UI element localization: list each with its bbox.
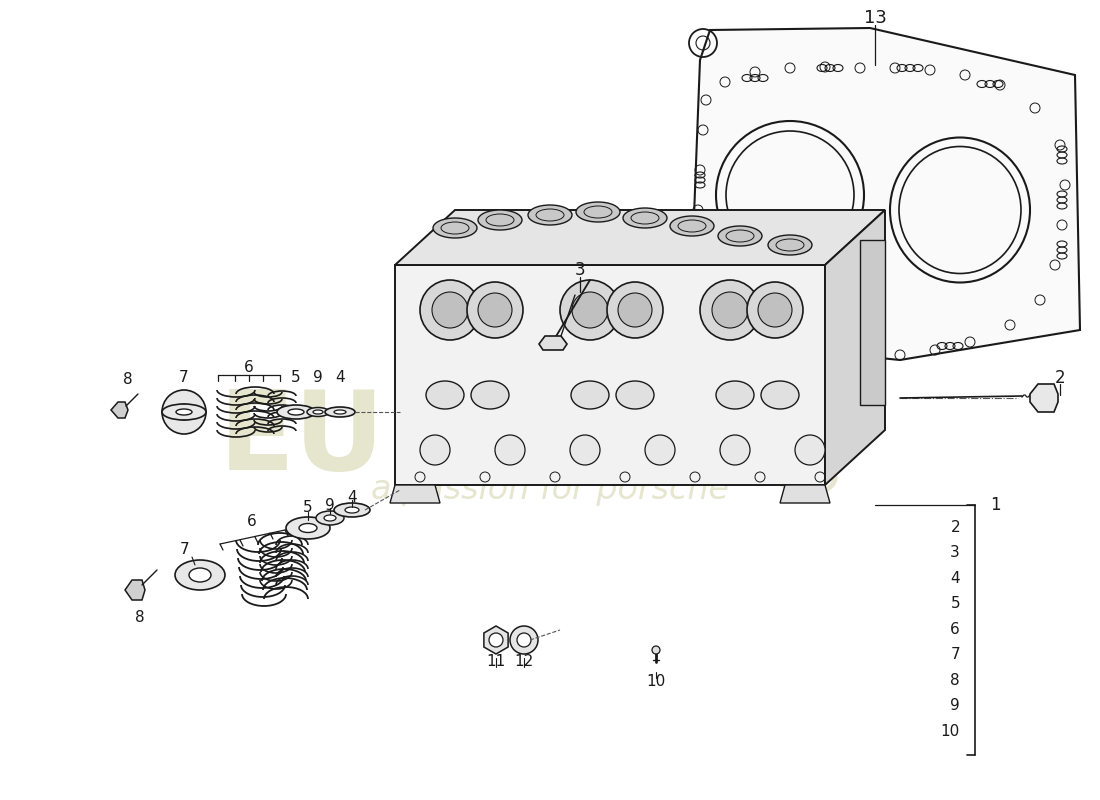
Text: 7: 7 bbox=[180, 542, 190, 558]
Circle shape bbox=[712, 292, 748, 328]
Text: 10: 10 bbox=[940, 724, 960, 739]
Circle shape bbox=[758, 293, 792, 327]
Text: 9: 9 bbox=[950, 698, 960, 714]
Text: 9: 9 bbox=[326, 498, 334, 513]
Text: 13: 13 bbox=[864, 9, 887, 27]
Circle shape bbox=[162, 390, 206, 434]
Circle shape bbox=[795, 435, 825, 465]
Circle shape bbox=[560, 280, 620, 340]
Circle shape bbox=[652, 646, 660, 654]
Polygon shape bbox=[780, 485, 830, 503]
Text: 9: 9 bbox=[314, 370, 323, 386]
Ellipse shape bbox=[176, 409, 192, 415]
Text: 3: 3 bbox=[950, 545, 960, 560]
Polygon shape bbox=[484, 626, 508, 654]
Circle shape bbox=[478, 293, 512, 327]
Ellipse shape bbox=[623, 208, 667, 228]
Circle shape bbox=[570, 435, 600, 465]
Circle shape bbox=[510, 626, 538, 654]
Text: since 1985: since 1985 bbox=[554, 414, 846, 506]
Circle shape bbox=[495, 435, 525, 465]
Ellipse shape bbox=[189, 568, 211, 582]
Polygon shape bbox=[395, 265, 825, 485]
Circle shape bbox=[645, 435, 675, 465]
Text: 6: 6 bbox=[248, 514, 257, 530]
Circle shape bbox=[572, 292, 608, 328]
Ellipse shape bbox=[324, 515, 336, 521]
Text: 2: 2 bbox=[950, 519, 960, 534]
Ellipse shape bbox=[334, 410, 346, 414]
Text: 10: 10 bbox=[647, 674, 666, 690]
Polygon shape bbox=[1030, 384, 1058, 412]
Ellipse shape bbox=[433, 218, 477, 238]
Ellipse shape bbox=[426, 381, 464, 409]
Polygon shape bbox=[111, 402, 128, 418]
Ellipse shape bbox=[576, 202, 620, 222]
Circle shape bbox=[618, 293, 652, 327]
Text: 6: 6 bbox=[950, 622, 960, 637]
Ellipse shape bbox=[316, 511, 344, 525]
Polygon shape bbox=[860, 240, 886, 405]
Circle shape bbox=[468, 282, 522, 338]
Ellipse shape bbox=[761, 381, 799, 409]
Text: 7: 7 bbox=[950, 647, 960, 662]
Ellipse shape bbox=[471, 381, 509, 409]
Circle shape bbox=[490, 633, 503, 647]
Ellipse shape bbox=[716, 381, 754, 409]
Text: EUROPO: EUROPO bbox=[219, 386, 741, 494]
Ellipse shape bbox=[277, 405, 315, 419]
Text: 5: 5 bbox=[292, 370, 300, 386]
Ellipse shape bbox=[334, 503, 370, 517]
Ellipse shape bbox=[299, 523, 317, 533]
Circle shape bbox=[720, 435, 750, 465]
Circle shape bbox=[700, 280, 760, 340]
Text: a passion for porsche: a passion for porsche bbox=[371, 474, 729, 506]
Polygon shape bbox=[825, 210, 886, 485]
Ellipse shape bbox=[286, 517, 330, 539]
Polygon shape bbox=[125, 580, 145, 600]
Text: 5: 5 bbox=[304, 501, 312, 515]
Text: 8: 8 bbox=[950, 673, 960, 688]
Text: 5: 5 bbox=[950, 596, 960, 611]
Polygon shape bbox=[539, 336, 566, 350]
Ellipse shape bbox=[718, 226, 762, 246]
Text: 4: 4 bbox=[336, 370, 344, 386]
Text: 4: 4 bbox=[348, 490, 356, 506]
Circle shape bbox=[607, 282, 663, 338]
Ellipse shape bbox=[528, 205, 572, 225]
Ellipse shape bbox=[314, 410, 323, 414]
Text: 11: 11 bbox=[486, 654, 506, 670]
Ellipse shape bbox=[175, 560, 226, 590]
Text: 8: 8 bbox=[123, 373, 133, 387]
Polygon shape bbox=[390, 485, 440, 503]
Ellipse shape bbox=[768, 235, 812, 255]
Circle shape bbox=[517, 633, 531, 647]
Ellipse shape bbox=[307, 407, 329, 417]
Text: 2: 2 bbox=[1055, 369, 1065, 387]
Ellipse shape bbox=[478, 210, 522, 230]
Ellipse shape bbox=[324, 407, 355, 417]
Polygon shape bbox=[395, 210, 886, 265]
Ellipse shape bbox=[345, 507, 359, 513]
Text: 3: 3 bbox=[574, 261, 585, 279]
Ellipse shape bbox=[162, 404, 206, 420]
Text: 4: 4 bbox=[950, 570, 960, 586]
Text: 8: 8 bbox=[135, 610, 145, 626]
Ellipse shape bbox=[616, 381, 654, 409]
Circle shape bbox=[176, 404, 192, 420]
Ellipse shape bbox=[571, 381, 609, 409]
Circle shape bbox=[432, 292, 468, 328]
Text: 1: 1 bbox=[990, 496, 1001, 514]
Circle shape bbox=[420, 435, 450, 465]
Polygon shape bbox=[690, 28, 1080, 360]
Text: 6: 6 bbox=[244, 361, 254, 375]
Ellipse shape bbox=[670, 216, 714, 236]
Text: 12: 12 bbox=[515, 654, 534, 670]
Circle shape bbox=[747, 282, 803, 338]
Text: 7: 7 bbox=[179, 370, 189, 386]
Circle shape bbox=[420, 280, 480, 340]
Ellipse shape bbox=[288, 409, 304, 415]
